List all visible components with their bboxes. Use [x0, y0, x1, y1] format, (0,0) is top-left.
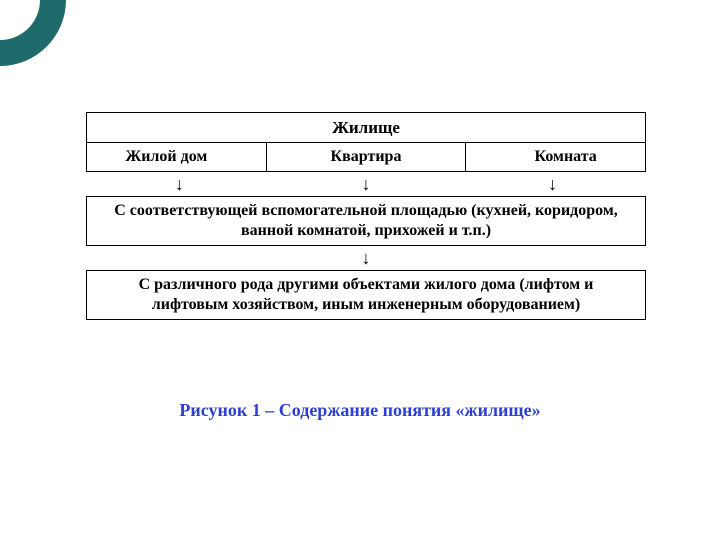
- aux-area-box: С соответствующей вспомогательной площад…: [86, 196, 646, 246]
- category-row: Жилой дом Квартира Комната: [87, 142, 645, 171]
- arrow-down-icon: ↓: [175, 172, 184, 196]
- arrow-down-icon: ↓: [362, 248, 371, 268]
- header-box: Жилище Жилой дом Квартира Комната: [86, 112, 646, 172]
- arrow-row-single: ↓: [86, 246, 646, 270]
- cell-separator: [465, 143, 466, 171]
- corner-decoration: [0, 0, 80, 80]
- cell-separator: [266, 143, 267, 171]
- arrow-down-icon: ↓: [548, 172, 557, 196]
- category-cell: Квартира: [287, 143, 446, 171]
- figure-caption: Рисунок 1 – Содержание понятия «жилище»: [0, 400, 720, 421]
- arrow-down-icon: ↓: [361, 172, 370, 196]
- arrow-row-triple: ↓ ↓ ↓: [86, 172, 646, 196]
- diagram-title: Жилище: [87, 113, 645, 142]
- other-objects-box: С различного рода другими объектами жило…: [86, 270, 646, 320]
- dwelling-diagram: Жилище Жилой дом Квартира Комната ↓ ↓ ↓ …: [86, 112, 646, 320]
- category-cell: Жилой дом: [87, 143, 246, 171]
- category-cell: Комната: [486, 143, 645, 171]
